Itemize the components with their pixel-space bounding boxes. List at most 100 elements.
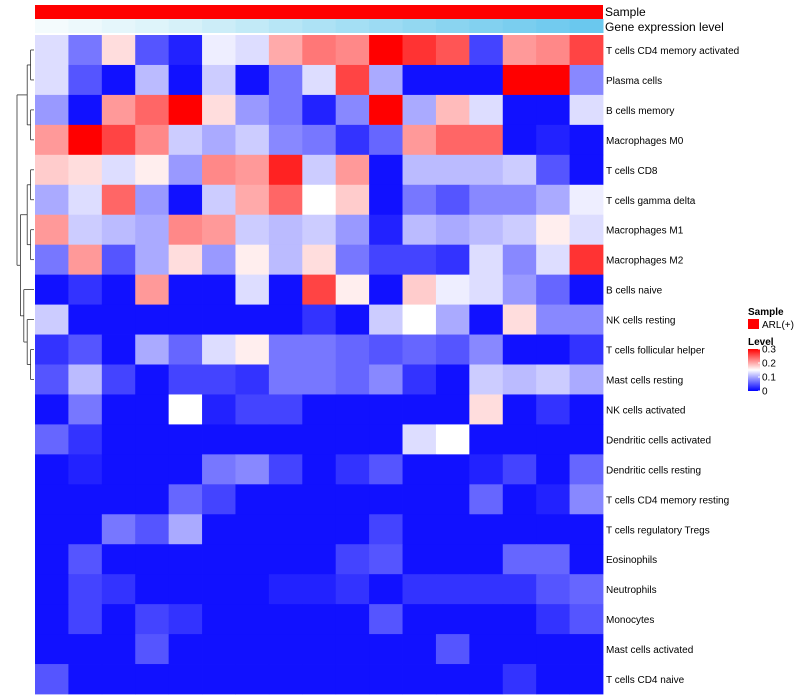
heatmap-cell bbox=[469, 184, 504, 216]
heatmap-cell bbox=[569, 544, 604, 575]
heatmap-cell bbox=[369, 544, 403, 575]
heatmap-cell bbox=[335, 424, 370, 455]
heatmap-cell bbox=[536, 454, 570, 485]
row-label: Mast cells activated bbox=[606, 645, 693, 656]
heatmap-cell bbox=[268, 94, 303, 126]
heatmap-cell bbox=[502, 64, 537, 96]
heatmap-cell bbox=[402, 634, 437, 665]
heatmap-cell bbox=[536, 35, 570, 66]
heatmap-cell bbox=[302, 64, 337, 96]
heatmap-cell bbox=[168, 454, 203, 485]
annotation-cell-gene-expression bbox=[369, 19, 404, 33]
heatmap-cell bbox=[202, 664, 236, 695]
heatmap-cell bbox=[569, 64, 604, 96]
heatmap-cell bbox=[435, 244, 470, 276]
heatmap-cell bbox=[369, 484, 403, 515]
heatmap-cell bbox=[202, 304, 236, 335]
heatmap-cell bbox=[268, 35, 303, 66]
heatmap-cell bbox=[135, 484, 170, 515]
heatmap-cell bbox=[68, 244, 103, 276]
heatmap-cell bbox=[268, 664, 303, 695]
heatmap-cell bbox=[469, 634, 504, 665]
heatmap-cell bbox=[35, 304, 69, 335]
heatmap-cell bbox=[268, 334, 303, 365]
heatmap-cell bbox=[68, 64, 103, 96]
heatmap-cell bbox=[268, 364, 303, 395]
heatmap-cell bbox=[202, 94, 236, 126]
heatmap-cell bbox=[168, 64, 203, 96]
heatmap-cell bbox=[536, 394, 570, 425]
heatmap-cell bbox=[402, 364, 437, 395]
heatmap-cell bbox=[101, 544, 136, 575]
row-label: Macrophages M2 bbox=[606, 256, 684, 267]
heatmap-cell bbox=[469, 664, 504, 695]
heatmap-cell bbox=[435, 394, 470, 425]
annotation-cell-gene-expression bbox=[569, 19, 604, 33]
heatmap-cell bbox=[202, 35, 236, 66]
heatmap-cell bbox=[101, 514, 136, 545]
heatmap-cell bbox=[235, 364, 270, 395]
heatmap-cell bbox=[502, 424, 537, 455]
heatmap-cell bbox=[469, 154, 504, 186]
heatmap-cell bbox=[435, 214, 470, 246]
heatmap-cell bbox=[168, 514, 203, 545]
heatmap-cell bbox=[35, 214, 69, 246]
annotation-bar-sample bbox=[35, 5, 603, 19]
heatmap-cell bbox=[135, 304, 170, 335]
heatmap-cell bbox=[168, 664, 203, 695]
heatmap-cell bbox=[569, 484, 604, 515]
heatmap-cell bbox=[369, 394, 403, 425]
heatmap-cell bbox=[68, 364, 103, 395]
heatmap-cell bbox=[502, 274, 537, 305]
heatmap-cell bbox=[135, 454, 170, 485]
heatmap-cell bbox=[202, 484, 236, 515]
heatmap-cell bbox=[68, 424, 103, 455]
heatmap-cell bbox=[369, 424, 403, 455]
annotation-labels: Sample Gene expression level bbox=[605, 5, 724, 34]
heatmap-cell bbox=[302, 364, 337, 395]
heatmap-cell bbox=[369, 64, 403, 96]
heatmap-cell bbox=[135, 274, 170, 305]
heatmap-cell bbox=[536, 544, 570, 575]
heatmap-cell bbox=[101, 184, 136, 216]
heatmap-cell bbox=[335, 574, 370, 605]
heatmap-cell bbox=[135, 514, 170, 545]
heatmap-cell bbox=[35, 574, 69, 605]
heatmap-cell bbox=[502, 604, 537, 635]
legend: Sample ARL(+) Level 0.3 0.2 0.1 0 bbox=[748, 307, 794, 398]
heatmap-cell bbox=[202, 394, 236, 425]
heatmap-cell bbox=[502, 184, 537, 216]
heatmap-cell bbox=[502, 634, 537, 665]
heatmap-cell bbox=[569, 184, 604, 216]
heatmap-cell bbox=[235, 574, 270, 605]
heatmap-cell bbox=[101, 94, 136, 126]
heatmap-cell bbox=[68, 35, 103, 66]
heatmap-cell bbox=[35, 604, 69, 635]
heatmap-cell bbox=[202, 64, 236, 96]
heatmap-cell bbox=[101, 64, 136, 96]
heatmap-cell bbox=[101, 424, 136, 455]
heatmap-cell bbox=[168, 35, 203, 66]
heatmap-cell bbox=[335, 514, 370, 545]
heatmap-cell bbox=[268, 124, 303, 156]
annotation-cell-gene-expression bbox=[101, 19, 136, 33]
heatmap-cell bbox=[402, 334, 437, 365]
heatmap-cell bbox=[168, 544, 203, 575]
heatmap-cell bbox=[402, 304, 437, 335]
heatmap-cell bbox=[435, 574, 470, 605]
heatmap-cell bbox=[235, 274, 270, 305]
heatmap-cell bbox=[202, 154, 236, 186]
heatmap-cell bbox=[369, 214, 403, 246]
heatmap-cell bbox=[202, 184, 236, 216]
heatmap-cell bbox=[469, 424, 504, 455]
heatmap-cell bbox=[235, 664, 270, 695]
heatmap-cell bbox=[35, 544, 69, 575]
heatmap-cell bbox=[268, 244, 303, 276]
heatmap-cell bbox=[469, 544, 504, 575]
heatmap-cell bbox=[435, 364, 470, 395]
heatmap-cell bbox=[569, 124, 604, 156]
heatmap-cell bbox=[35, 184, 69, 216]
heatmap-cell bbox=[369, 664, 403, 695]
heatmap-cell bbox=[268, 424, 303, 455]
heatmap-cell bbox=[469, 124, 504, 156]
